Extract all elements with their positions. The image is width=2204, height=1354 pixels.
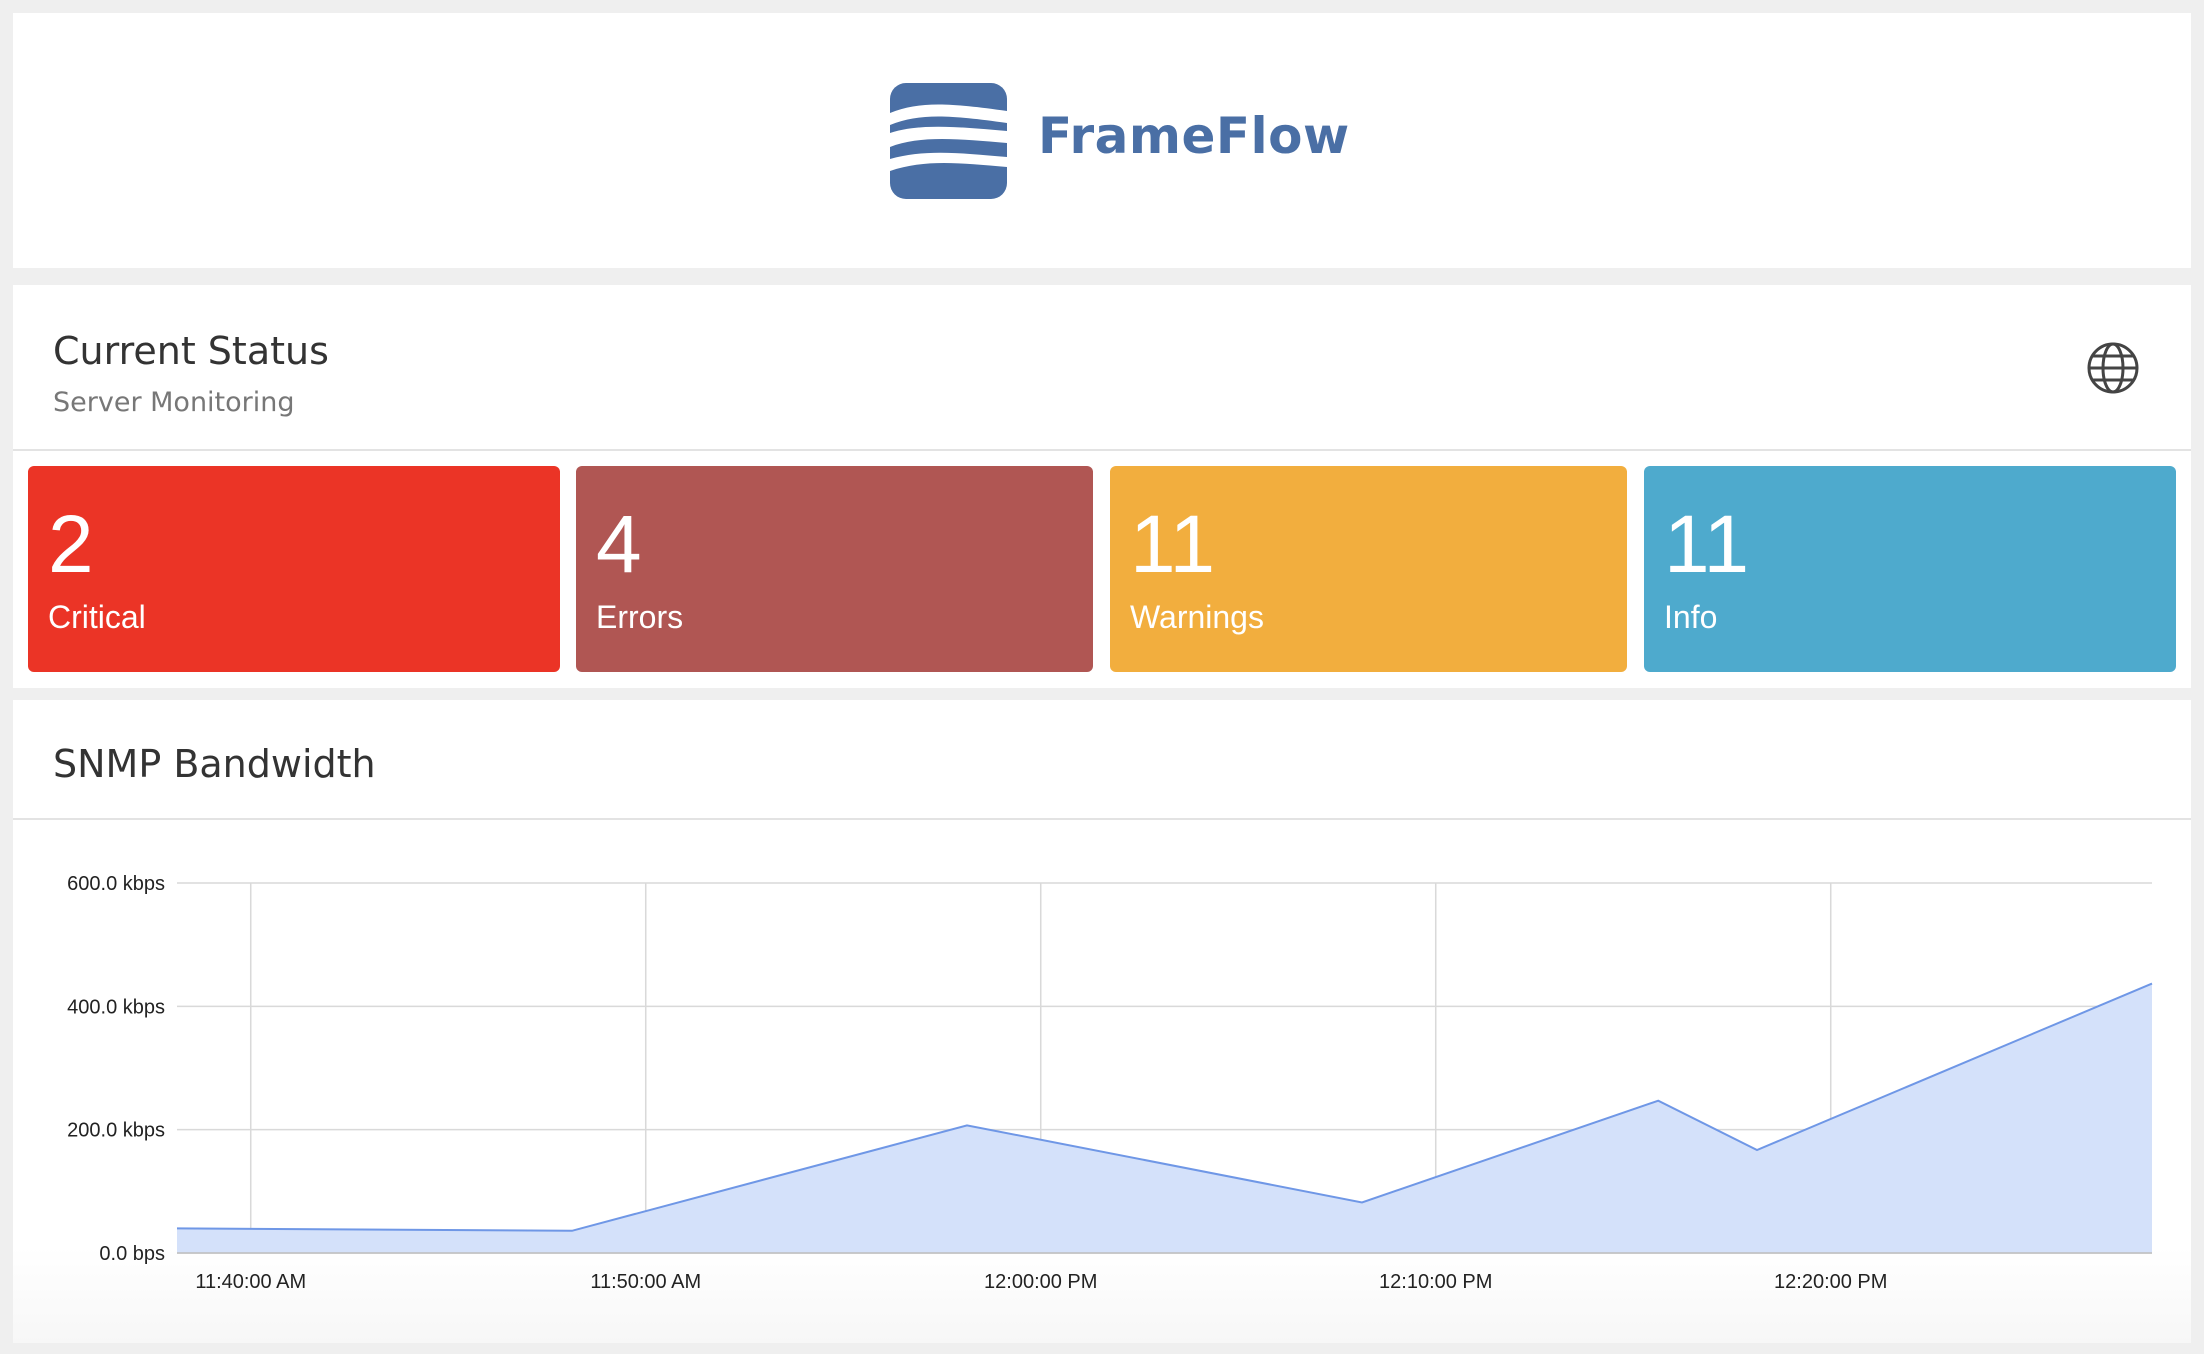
x-tick-label: 12:10:00 PM <box>1379 1271 1492 1293</box>
bandwidth-chart: 0.0 bps 200.0 kbps 400.0 kbps 600.0 kbps 11:… <box>67 873 2153 1293</box>
status-subtitle: Server Monitoring <box>53 387 295 418</box>
status-panel: Current Status Server Monitoring 2 Criti… <box>13 285 2191 688</box>
status-divider <box>13 449 2191 451</box>
errors-count: 4 <box>596 499 642 590</box>
critical-tile[interactable]: 2 Critical <box>28 466 560 672</box>
critical-label: Critical <box>48 599 146 635</box>
bandwidth-divider <box>13 818 2191 820</box>
warnings-label: Warnings <box>1130 599 1264 635</box>
x-tick-label: 12:00:00 PM <box>984 1271 1097 1293</box>
y-tick-label: 200.0 kbps <box>67 1120 165 1142</box>
info-tile[interactable]: 11 Info <box>1644 466 2176 672</box>
warnings-tile[interactable]: 11 Warnings <box>1110 466 1627 672</box>
y-tick-label: 600.0 kbps <box>67 873 165 895</box>
frameflow-logo-icon <box>890 83 1007 199</box>
y-tick-label: 400.0 kbps <box>67 996 165 1018</box>
bandwidth-panel: SNMP Bandwidth 0.0 bps 200.0 kbps 400.0 kb… <box>13 700 2191 1343</box>
brand-name: FrameFlow <box>1038 107 1350 165</box>
critical-count: 2 <box>48 499 94 590</box>
warnings-count: 11 <box>1130 499 1216 590</box>
errors-tile[interactable]: 4 Errors <box>576 466 1093 672</box>
bandwidth-area <box>177 983 2152 1253</box>
errors-label: Errors <box>596 599 684 635</box>
bandwidth-title: SNMP Bandwidth <box>53 742 376 786</box>
x-tick-label: 11:40:00 AM <box>195 1271 306 1293</box>
x-tick-label: 11:50:00 AM <box>590 1271 701 1293</box>
globe-icon[interactable] <box>2085 340 2141 396</box>
info-count: 11 <box>1664 499 1750 590</box>
header-panel: FrameFlow <box>13 13 2191 268</box>
y-tick-label: 0.0 bps <box>99 1243 165 1265</box>
status-title: Current Status <box>53 329 329 373</box>
info-label: Info <box>1664 599 1718 635</box>
x-tick-label: 12:20:00 PM <box>1774 1271 1887 1293</box>
